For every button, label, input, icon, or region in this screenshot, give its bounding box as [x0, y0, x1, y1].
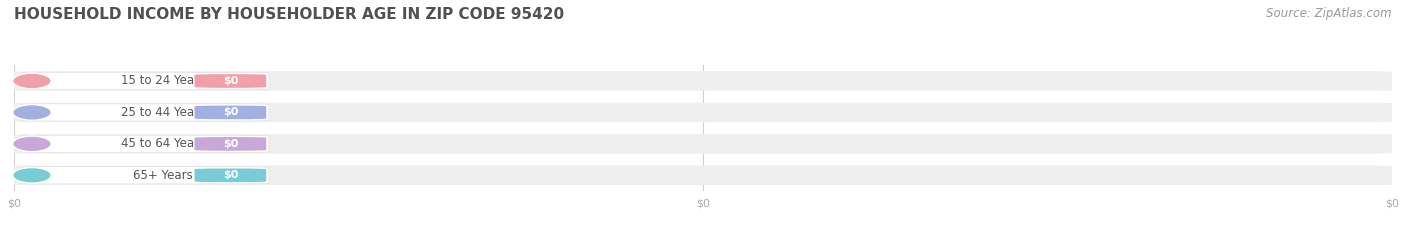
FancyBboxPatch shape [194, 137, 266, 151]
Ellipse shape [13, 105, 51, 120]
Text: 25 to 44 Years: 25 to 44 Years [121, 106, 205, 119]
FancyBboxPatch shape [21, 135, 269, 152]
FancyBboxPatch shape [21, 167, 269, 184]
FancyBboxPatch shape [14, 166, 1392, 185]
Text: HOUSEHOLD INCOME BY HOUSEHOLDER AGE IN ZIP CODE 95420: HOUSEHOLD INCOME BY HOUSEHOLDER AGE IN Z… [14, 7, 564, 22]
FancyBboxPatch shape [194, 168, 266, 182]
Ellipse shape [13, 73, 51, 89]
Text: $0: $0 [222, 76, 238, 86]
FancyBboxPatch shape [21, 104, 269, 121]
Text: $0: $0 [222, 107, 238, 117]
FancyBboxPatch shape [14, 134, 1392, 154]
FancyBboxPatch shape [14, 71, 1392, 91]
FancyBboxPatch shape [194, 106, 266, 119]
Text: 45 to 64 Years: 45 to 64 Years [121, 137, 205, 150]
FancyBboxPatch shape [21, 72, 269, 89]
Text: Source: ZipAtlas.com: Source: ZipAtlas.com [1267, 7, 1392, 20]
Text: 15 to 24 Years: 15 to 24 Years [121, 75, 205, 87]
FancyBboxPatch shape [14, 103, 1392, 122]
Text: 65+ Years: 65+ Years [134, 169, 193, 182]
Text: $0: $0 [222, 170, 238, 180]
Ellipse shape [13, 136, 51, 152]
Text: $0: $0 [222, 139, 238, 149]
Ellipse shape [13, 168, 51, 183]
FancyBboxPatch shape [194, 74, 266, 88]
